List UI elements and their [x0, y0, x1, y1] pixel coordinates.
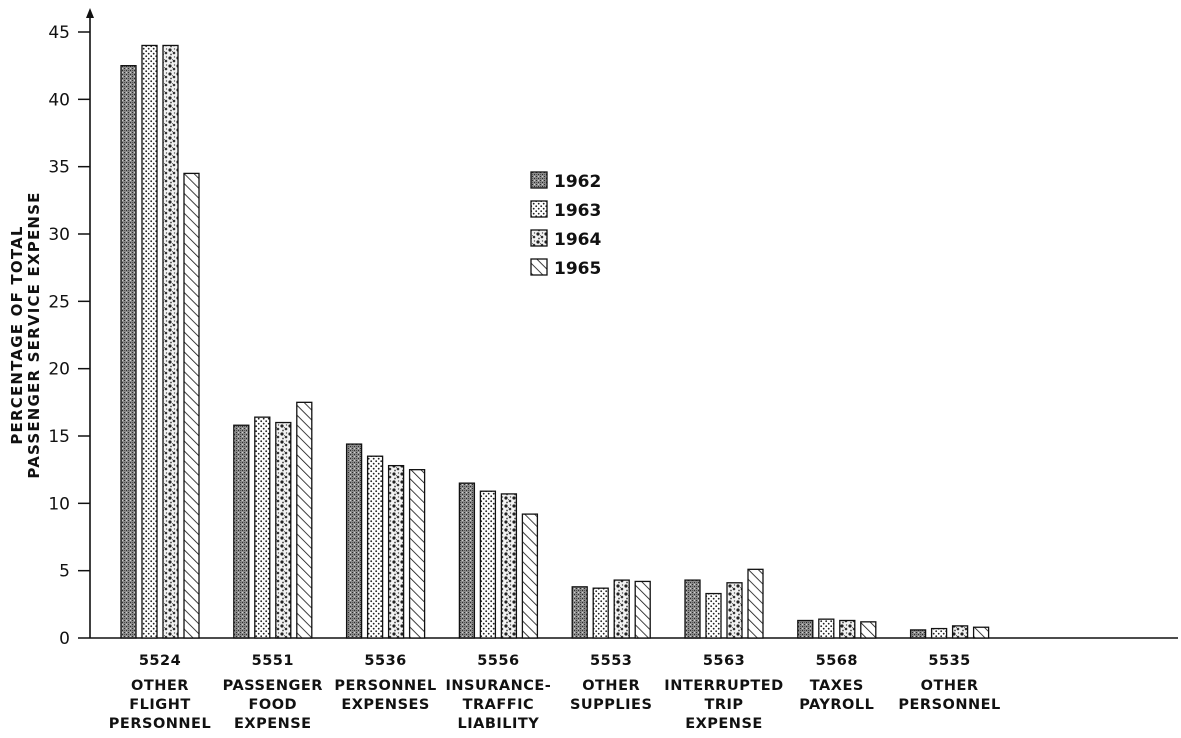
y-tick-label: 30 [48, 225, 70, 245]
y-axis-arrow [86, 8, 94, 18]
y-tick-label: 25 [48, 292, 70, 312]
bar-5563-1965 [747, 568, 764, 639]
category-name-label: EXPENSES [341, 697, 430, 713]
bar-5551-1965 [296, 401, 313, 639]
bars [120, 44, 990, 639]
category-name-label: TRAFFIC [463, 697, 535, 713]
bar-5536-1964 [387, 464, 405, 639]
legend-label-1963: 1963 [554, 201, 601, 221]
category-name-label: PERSONNEL [334, 678, 436, 694]
category-name-label: OTHER [921, 678, 979, 694]
category-name-label: EXPENSE [685, 716, 763, 732]
bar-5568-1962 [797, 619, 814, 639]
category-code-label: 5551 [252, 653, 294, 669]
y-tick-label: 15 [48, 427, 70, 447]
category-name-label: SUPPLIES [570, 697, 652, 713]
category-name-label: OTHER [582, 678, 640, 694]
category-name-label: LIABILITY [457, 716, 539, 732]
y-axis-label-line: PERCENTAGE OF TOTAL [8, 225, 26, 444]
legend-swatch-1964 [530, 229, 548, 247]
bar-5556-1963 [479, 490, 497, 639]
category-name-label: PERSONNEL [109, 716, 211, 732]
y-tick-label: 40 [48, 90, 70, 110]
category-code-label: 5535 [928, 653, 970, 669]
bar-5553-1965 [634, 580, 651, 639]
y-tick-label: 45 [48, 23, 70, 43]
legend-label-1964: 1964 [554, 230, 601, 250]
y-axis-label-line: PASSENGER SERVICE EXPENSE [25, 191, 43, 478]
legend-swatch-1962 [530, 171, 548, 189]
bar-5524-1965 [183, 172, 200, 639]
bar-5535-1962 [909, 629, 927, 639]
category-code-label: 5536 [364, 653, 406, 669]
category-name-label: PERSONNEL [898, 697, 1000, 713]
bar-5536-1963 [366, 455, 384, 639]
category-name-label: TAXES [810, 678, 864, 694]
bar-5563-1963 [705, 592, 722, 639]
category-name-label: PASSENGER [223, 678, 323, 694]
bar-5524-1964 [162, 44, 179, 639]
y-tick-label: 20 [48, 360, 70, 380]
y-tick-label: 5 [59, 562, 70, 582]
legend-label-1962: 1962 [554, 172, 601, 192]
y-axis-ticks: 0 5 10 15 20 25 30 35 40 45 [48, 23, 90, 649]
category-name-label: PAYROLL [799, 697, 874, 713]
y-tick-label: 10 [48, 494, 70, 514]
category-code-label: 5524 [139, 653, 181, 669]
bar-5535-1965 [972, 626, 990, 639]
bar-5536-1965 [408, 469, 426, 639]
legend: 1962 1963 1964 1965 [530, 171, 601, 279]
y-tick-label: 35 [48, 158, 70, 178]
bar-5551-1962 [233, 424, 250, 639]
category-name-label: EXPENSE [234, 716, 312, 732]
bar-5551-1964 [275, 421, 292, 639]
bar-5568-1965 [860, 621, 877, 639]
category-name-label: TRIP [704, 697, 743, 713]
bar-5553-1964 [613, 579, 630, 639]
bar-5551-1963 [254, 416, 271, 639]
axes [86, 8, 1178, 639]
category-code-label: 5563 [703, 653, 745, 669]
bar-5524-1962 [120, 65, 137, 639]
bar-5568-1963 [818, 618, 835, 639]
y-axis-label: PERCENTAGE OF TOTAL PASSENGER SERVICE EXP… [8, 191, 43, 478]
category-name-label: INTERRUPTED [664, 678, 783, 694]
bar-5556-1962 [458, 482, 476, 639]
legend-label-1965: 1965 [554, 259, 601, 279]
category-labels: 5524 OTHER FLIGHT PERSONNEL 5551 PASSENGER FOO… [109, 653, 1000, 732]
bar-5563-1962 [684, 579, 701, 639]
legend-swatch-1963 [530, 200, 548, 218]
category-name-label: FOOD [248, 697, 297, 713]
category-code-label: 5568 [816, 653, 858, 669]
y-tick-label: 0 [59, 629, 70, 649]
bar-5553-1963 [592, 587, 609, 639]
bar-5536-1962 [345, 443, 363, 639]
category-code-label: 5553 [590, 653, 632, 669]
bar-5568-1964 [839, 619, 856, 639]
bar-5535-1963 [930, 627, 948, 639]
bar-5535-1964 [951, 625, 969, 639]
bar-5563-1964 [726, 582, 743, 639]
category-name-label: INSURANCE- [445, 678, 551, 694]
bar-5556-1965 [521, 513, 539, 639]
category-code-label: 5556 [477, 653, 519, 669]
category-name-label: FLIGHT [129, 697, 190, 713]
bar-5553-1962 [571, 586, 588, 639]
category-name-label: OTHER [131, 678, 189, 694]
bar-5524-1963 [141, 44, 158, 639]
legend-swatch-1965 [530, 258, 548, 276]
bar-5556-1964 [500, 493, 518, 639]
